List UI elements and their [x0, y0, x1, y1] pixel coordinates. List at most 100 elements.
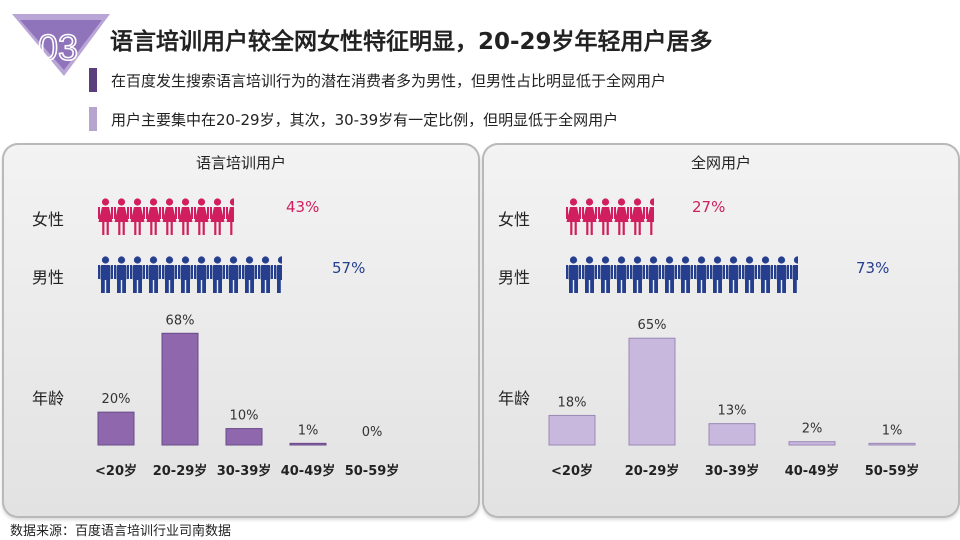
data-label: 13% — [718, 404, 747, 419]
data-label: 10% — [230, 409, 259, 424]
section-number: 03 — [38, 27, 78, 68]
man-icon — [162, 256, 177, 293]
partial-man-icon — [790, 256, 798, 294]
partial-man-icon — [274, 256, 282, 294]
data-label: 20% — [102, 392, 131, 407]
bar-20-29岁 — [628, 337, 676, 446]
man-icon — [742, 256, 757, 293]
bullet-2-marker — [89, 107, 97, 131]
bar-40-49岁 — [289, 442, 327, 446]
man-icon — [210, 256, 225, 293]
data-label: 0% — [362, 425, 383, 440]
man-icon — [614, 256, 629, 293]
man-icon — [774, 256, 789, 293]
female-percent: 43% — [286, 198, 320, 216]
category-label: 20-29岁 — [625, 463, 680, 479]
man-icon — [598, 256, 613, 293]
man-icon — [258, 256, 273, 293]
category-label: 40-49岁 — [281, 463, 336, 479]
woman-icon — [226, 198, 234, 235]
woman-icon — [178, 198, 193, 235]
man-icon — [662, 256, 677, 293]
male-icon-row — [566, 256, 798, 294]
bar-50-59岁 — [868, 442, 916, 446]
age-bar-chart: 20% <20岁 68% 20-29岁 10% 30-39岁 1% 40-49岁 0% 50-59… — [95, 313, 400, 479]
category-label: <20岁 — [551, 463, 593, 479]
data-label: 65% — [638, 318, 667, 333]
category-label: 50-59岁 — [865, 463, 920, 479]
panel-all-network-users: 全网用户 女性 27% 男性 73% 年龄 18% <20岁 65% 20-29岁 13… — [482, 143, 960, 518]
man-icon — [226, 256, 241, 293]
man-icon — [710, 256, 725, 293]
male-percent: 57% — [332, 259, 366, 277]
man-icon — [114, 256, 129, 293]
woman-icon — [630, 198, 645, 235]
category-label: 40-49岁 — [785, 463, 840, 479]
panel-title: 全网用户 — [690, 154, 751, 172]
category-label: <20岁 — [95, 463, 137, 479]
man-icon — [790, 256, 798, 293]
bullet-2-text: 用户主要集中在20-29岁，其次，30-39岁有一定比例，但明显低于全网用户 — [111, 111, 619, 129]
section-number-badge: 03 — [12, 14, 110, 76]
man-icon — [130, 256, 145, 293]
male-icon-row — [98, 256, 282, 294]
page-title: 语言培训用户较全网女性特征明显，20-29岁年轻用户居多 — [110, 29, 713, 55]
age-label: 年龄 — [498, 389, 531, 408]
age-bar-chart: 18% <20岁 65% 20-29岁 13% 30-39岁 2% 40-49岁 1% 50-59… — [548, 318, 920, 479]
man-icon — [678, 256, 693, 293]
woman-icon — [130, 198, 145, 235]
bar-30-39岁 — [225, 428, 263, 446]
man-icon — [694, 256, 709, 293]
woman-icon — [194, 198, 209, 235]
data-label: 2% — [802, 422, 823, 437]
female-label: 女性 — [498, 210, 531, 229]
bar-<20岁 — [97, 411, 135, 446]
bar-40-49岁 — [788, 441, 836, 446]
female-icon-row — [566, 198, 654, 236]
data-label: 1% — [882, 423, 903, 438]
male-percent: 73% — [856, 259, 890, 277]
male-label: 男性 — [498, 268, 531, 287]
bar-<20岁 — [548, 414, 596, 446]
man-icon — [726, 256, 741, 293]
man-icon — [582, 256, 597, 293]
category-label: 30-39岁 — [217, 463, 272, 479]
panel-title: 语言培训用户 — [195, 154, 286, 172]
man-icon — [646, 256, 661, 293]
woman-icon — [114, 198, 129, 235]
bullet-1-marker — [89, 68, 97, 92]
man-icon — [98, 256, 113, 293]
category-label: 20-29岁 — [153, 463, 208, 479]
woman-icon — [162, 198, 177, 235]
data-label: 68% — [166, 313, 195, 328]
partial-woman-icon — [226, 198, 234, 236]
woman-icon — [598, 198, 613, 235]
female-icon-row — [98, 198, 234, 236]
woman-icon — [98, 198, 113, 235]
man-icon — [758, 256, 773, 293]
man-icon — [242, 256, 257, 293]
category-label: 50-59岁 — [345, 463, 400, 479]
male-label: 男性 — [32, 268, 65, 287]
data-label: 18% — [558, 395, 587, 410]
man-icon — [146, 256, 161, 293]
female-percent: 27% — [692, 198, 726, 216]
woman-icon — [566, 198, 581, 235]
panel-language-training-users: 语言培训用户 女性 43% 男性 57% 年龄 20% <20岁 68% 20-29岁… — [2, 143, 480, 518]
woman-icon — [582, 198, 597, 235]
man-icon — [178, 256, 193, 293]
data-label: 1% — [298, 423, 319, 438]
woman-icon — [646, 198, 654, 235]
man-icon — [274, 256, 282, 293]
partial-woman-icon — [646, 198, 654, 236]
woman-icon — [614, 198, 629, 235]
data-source: 数据来源：百度语言培训行业司南数据 — [10, 524, 232, 539]
category-label: 30-39岁 — [705, 463, 760, 479]
woman-icon — [210, 198, 225, 235]
age-label: 年龄 — [32, 389, 65, 408]
bullet-1-text: 在百度发生搜索语言培训行为的潜在消费者多为男性，但男性占比明显低于全网用户 — [111, 72, 667, 90]
man-icon — [194, 256, 209, 293]
woman-icon — [146, 198, 161, 235]
man-icon — [566, 256, 581, 293]
bar-30-39岁 — [708, 423, 756, 446]
